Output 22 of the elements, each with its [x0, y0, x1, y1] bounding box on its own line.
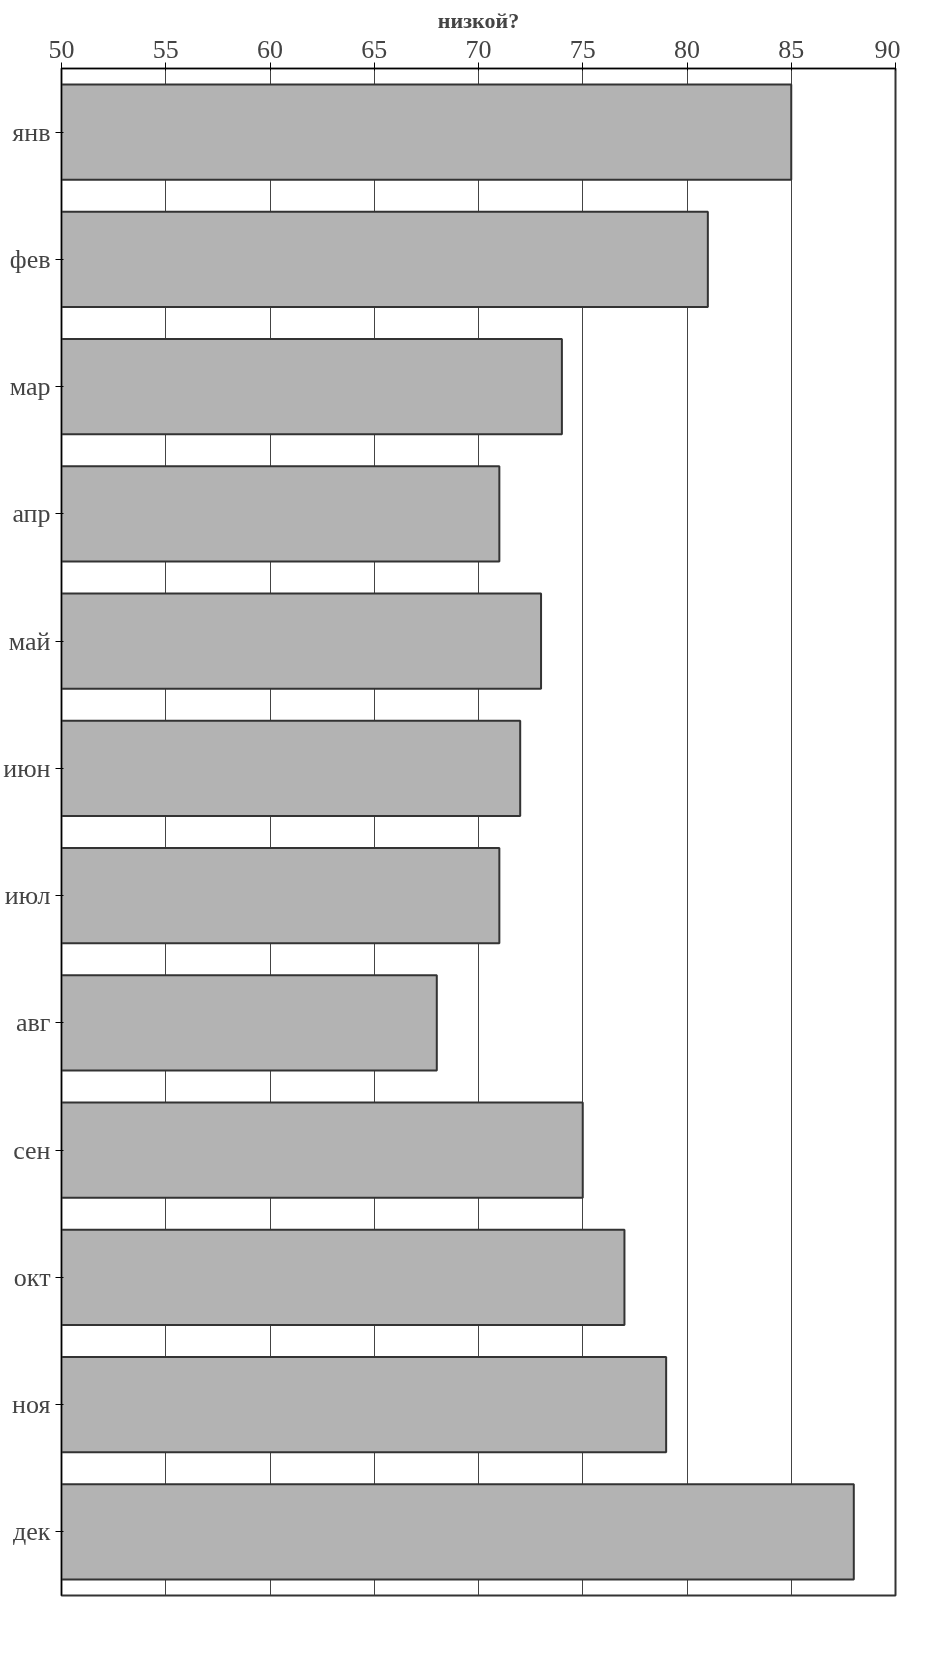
y-tick-label: дек: [13, 1517, 51, 1547]
y-tick-label: окт: [13, 1262, 51, 1292]
chart-title: низкой?: [437, 7, 520, 33]
y-tick-label: янв: [12, 117, 51, 147]
x-tick-label: 55: [152, 34, 179, 64]
x-tick-label: 60: [257, 34, 283, 64]
y-tick-label: сен: [13, 1135, 51, 1165]
x-tick-label: 90: [874, 34, 901, 64]
x-tick-label: 65: [361, 34, 388, 64]
y-tick-label: авг: [16, 1008, 51, 1038]
x-tick-label: 70: [465, 34, 492, 64]
x-tick-label: 80: [674, 34, 700, 64]
x-tick-label: 50: [48, 34, 75, 64]
y-tick-label: июл: [4, 881, 51, 911]
y-tick-label: июн: [3, 753, 51, 783]
y-tick-label: апр: [12, 499, 51, 529]
x-tick-label: 75: [569, 34, 596, 64]
x-tick-label: 85: [778, 34, 805, 64]
y-tick-label: мар: [9, 372, 51, 402]
y-tick-label: фев: [9, 244, 51, 274]
y-tick-label: май: [8, 626, 51, 656]
y-tick-label: ноя: [12, 1390, 51, 1420]
